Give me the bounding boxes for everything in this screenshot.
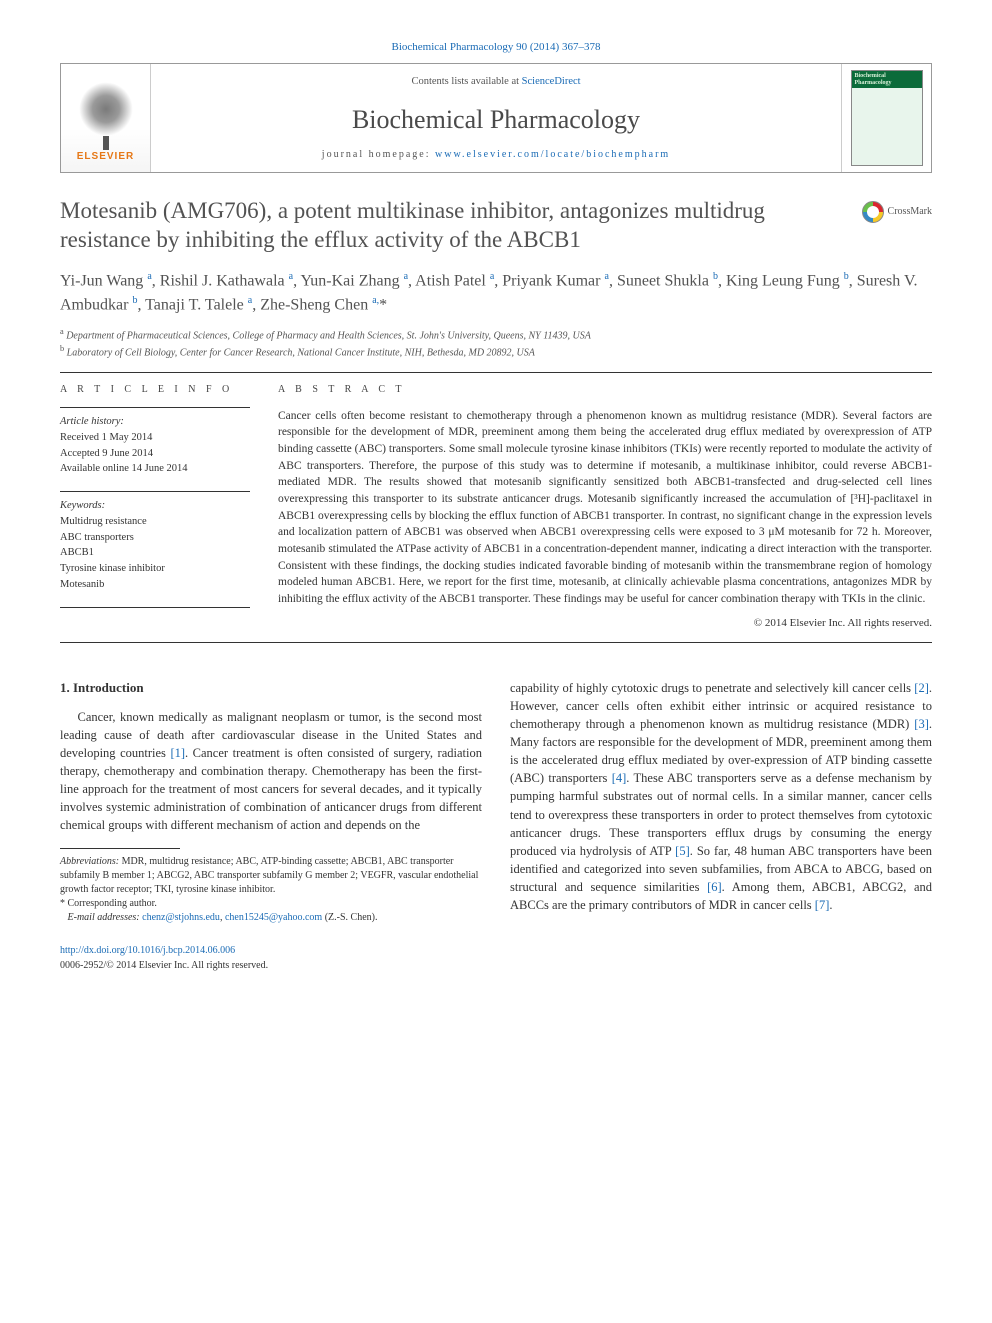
article-title: Motesanib (AMG706), a potent multikinase… (60, 197, 846, 255)
keyword: ABC transporters (60, 530, 250, 546)
homepage-link[interactable]: www.elsevier.com/locate/biochempharm (435, 149, 670, 160)
journal-name: Biochemical Pharmacology (163, 102, 829, 138)
issn-copyright: 0006-2952/© 2014 Elsevier Inc. All right… (60, 960, 268, 971)
author-list: Yi-Jun Wang a, Rishil J. Kathawala a, Yu… (60, 269, 932, 318)
abbreviations-footnote: Abbreviations: MDR, multidrug resistance… (60, 855, 482, 897)
journal-cover: Biochemical Pharmacology (841, 64, 931, 172)
abstract-copyright: © 2014 Elsevier Inc. All rights reserved… (278, 616, 932, 632)
elsevier-logo: ELSEVIER (61, 64, 151, 172)
email-link[interactable]: chen15245@yahoo.com (225, 912, 322, 923)
article-history: Article history: Received 1 May 2014 Acc… (60, 414, 250, 477)
history-received: Received 1 May 2014 (60, 430, 250, 446)
affiliations: a Department of Pharmaceutical Sciences,… (60, 326, 932, 361)
keywords-block: Keywords: Multidrug resistance ABC trans… (60, 498, 250, 593)
info-divider (60, 607, 250, 608)
contents-line: Contents lists available at ScienceDirec… (163, 75, 829, 90)
keywords-label: Keywords: (60, 498, 250, 514)
crossmark-label: CrossMark (888, 205, 932, 219)
info-divider (60, 407, 250, 408)
keyword: Motesanib (60, 577, 250, 593)
citation-link[interactable]: [2] (914, 681, 929, 695)
crossmark-badge[interactable]: CrossMark (862, 201, 932, 223)
publisher-name: ELSEVIER (77, 150, 134, 164)
citation-link[interactable]: [4] (612, 771, 627, 785)
info-divider (60, 491, 250, 492)
abstract-column: A B S T R A C T Cancer cells often becom… (278, 383, 932, 632)
keyword: Tyrosine kinase inhibitor (60, 561, 250, 577)
body-columns: 1. Introduction Cancer, known medically … (60, 679, 932, 926)
citation-link[interactable]: [1] (170, 746, 185, 760)
email-link[interactable]: chenz@stjohns.edu (142, 912, 220, 923)
affiliation-b: b Laboratory of Cell Biology, Center for… (60, 343, 932, 360)
email-footnote: E-mail addresses: chenz@stjohns.edu, che… (60, 911, 482, 925)
journal-header: ELSEVIER Contents lists available at Sci… (60, 63, 932, 173)
homepage-line: journal homepage: www.elsevier.com/locat… (163, 148, 829, 162)
corresponding-footnote: * Corresponding author. (60, 897, 482, 911)
footnote-divider (60, 848, 180, 849)
journal-reference: Biochemical Pharmacology 90 (2014) 367–3… (60, 40, 932, 55)
history-label: Article history: (60, 414, 250, 430)
divider (60, 642, 932, 643)
history-accepted: Accepted 9 June 2014 (60, 446, 250, 462)
doi-block: http://dx.doi.org/10.1016/j.bcp.2014.06.… (60, 943, 932, 973)
citation-link[interactable]: [7] (815, 898, 830, 912)
citation-link[interactable]: [5] (675, 844, 690, 858)
citation-link[interactable]: [3] (914, 717, 929, 731)
cover-title-2: Pharmacology (855, 79, 892, 87)
header-center: Contents lists available at ScienceDirec… (151, 64, 841, 172)
keyword: ABCB1 (60, 545, 250, 561)
history-online: Available online 14 June 2014 (60, 461, 250, 477)
footnotes: Abbreviations: MDR, multidrug resistance… (60, 855, 482, 925)
doi-link[interactable]: http://dx.doi.org/10.1016/j.bcp.2014.06.… (60, 945, 235, 956)
affiliation-a: a Department of Pharmaceutical Sciences,… (60, 326, 932, 343)
abstract-text: Cancer cells often become resistant to c… (278, 408, 932, 608)
divider (60, 372, 932, 373)
elsevier-tree-icon (76, 82, 136, 142)
article-info-column: A R T I C L E I N F O Article history: R… (60, 383, 250, 632)
contents-prefix: Contents lists available at (411, 76, 521, 87)
body-paragraph: Cancer, known medically as malignant neo… (60, 708, 482, 835)
sciencedirect-link[interactable]: ScienceDirect (522, 76, 581, 87)
abstract-label: A B S T R A C T (278, 383, 932, 398)
keyword: Multidrug resistance (60, 514, 250, 530)
article-info-label: A R T I C L E I N F O (60, 383, 250, 397)
citation-link[interactable]: [6] (707, 880, 722, 894)
body-paragraph: capability of highly cytotoxic drugs to … (510, 679, 932, 915)
section-heading: 1. Introduction (60, 679, 482, 698)
crossmark-icon (862, 201, 884, 223)
cover-image: Biochemical Pharmacology (851, 70, 923, 166)
homepage-prefix: journal homepage: (322, 149, 435, 160)
